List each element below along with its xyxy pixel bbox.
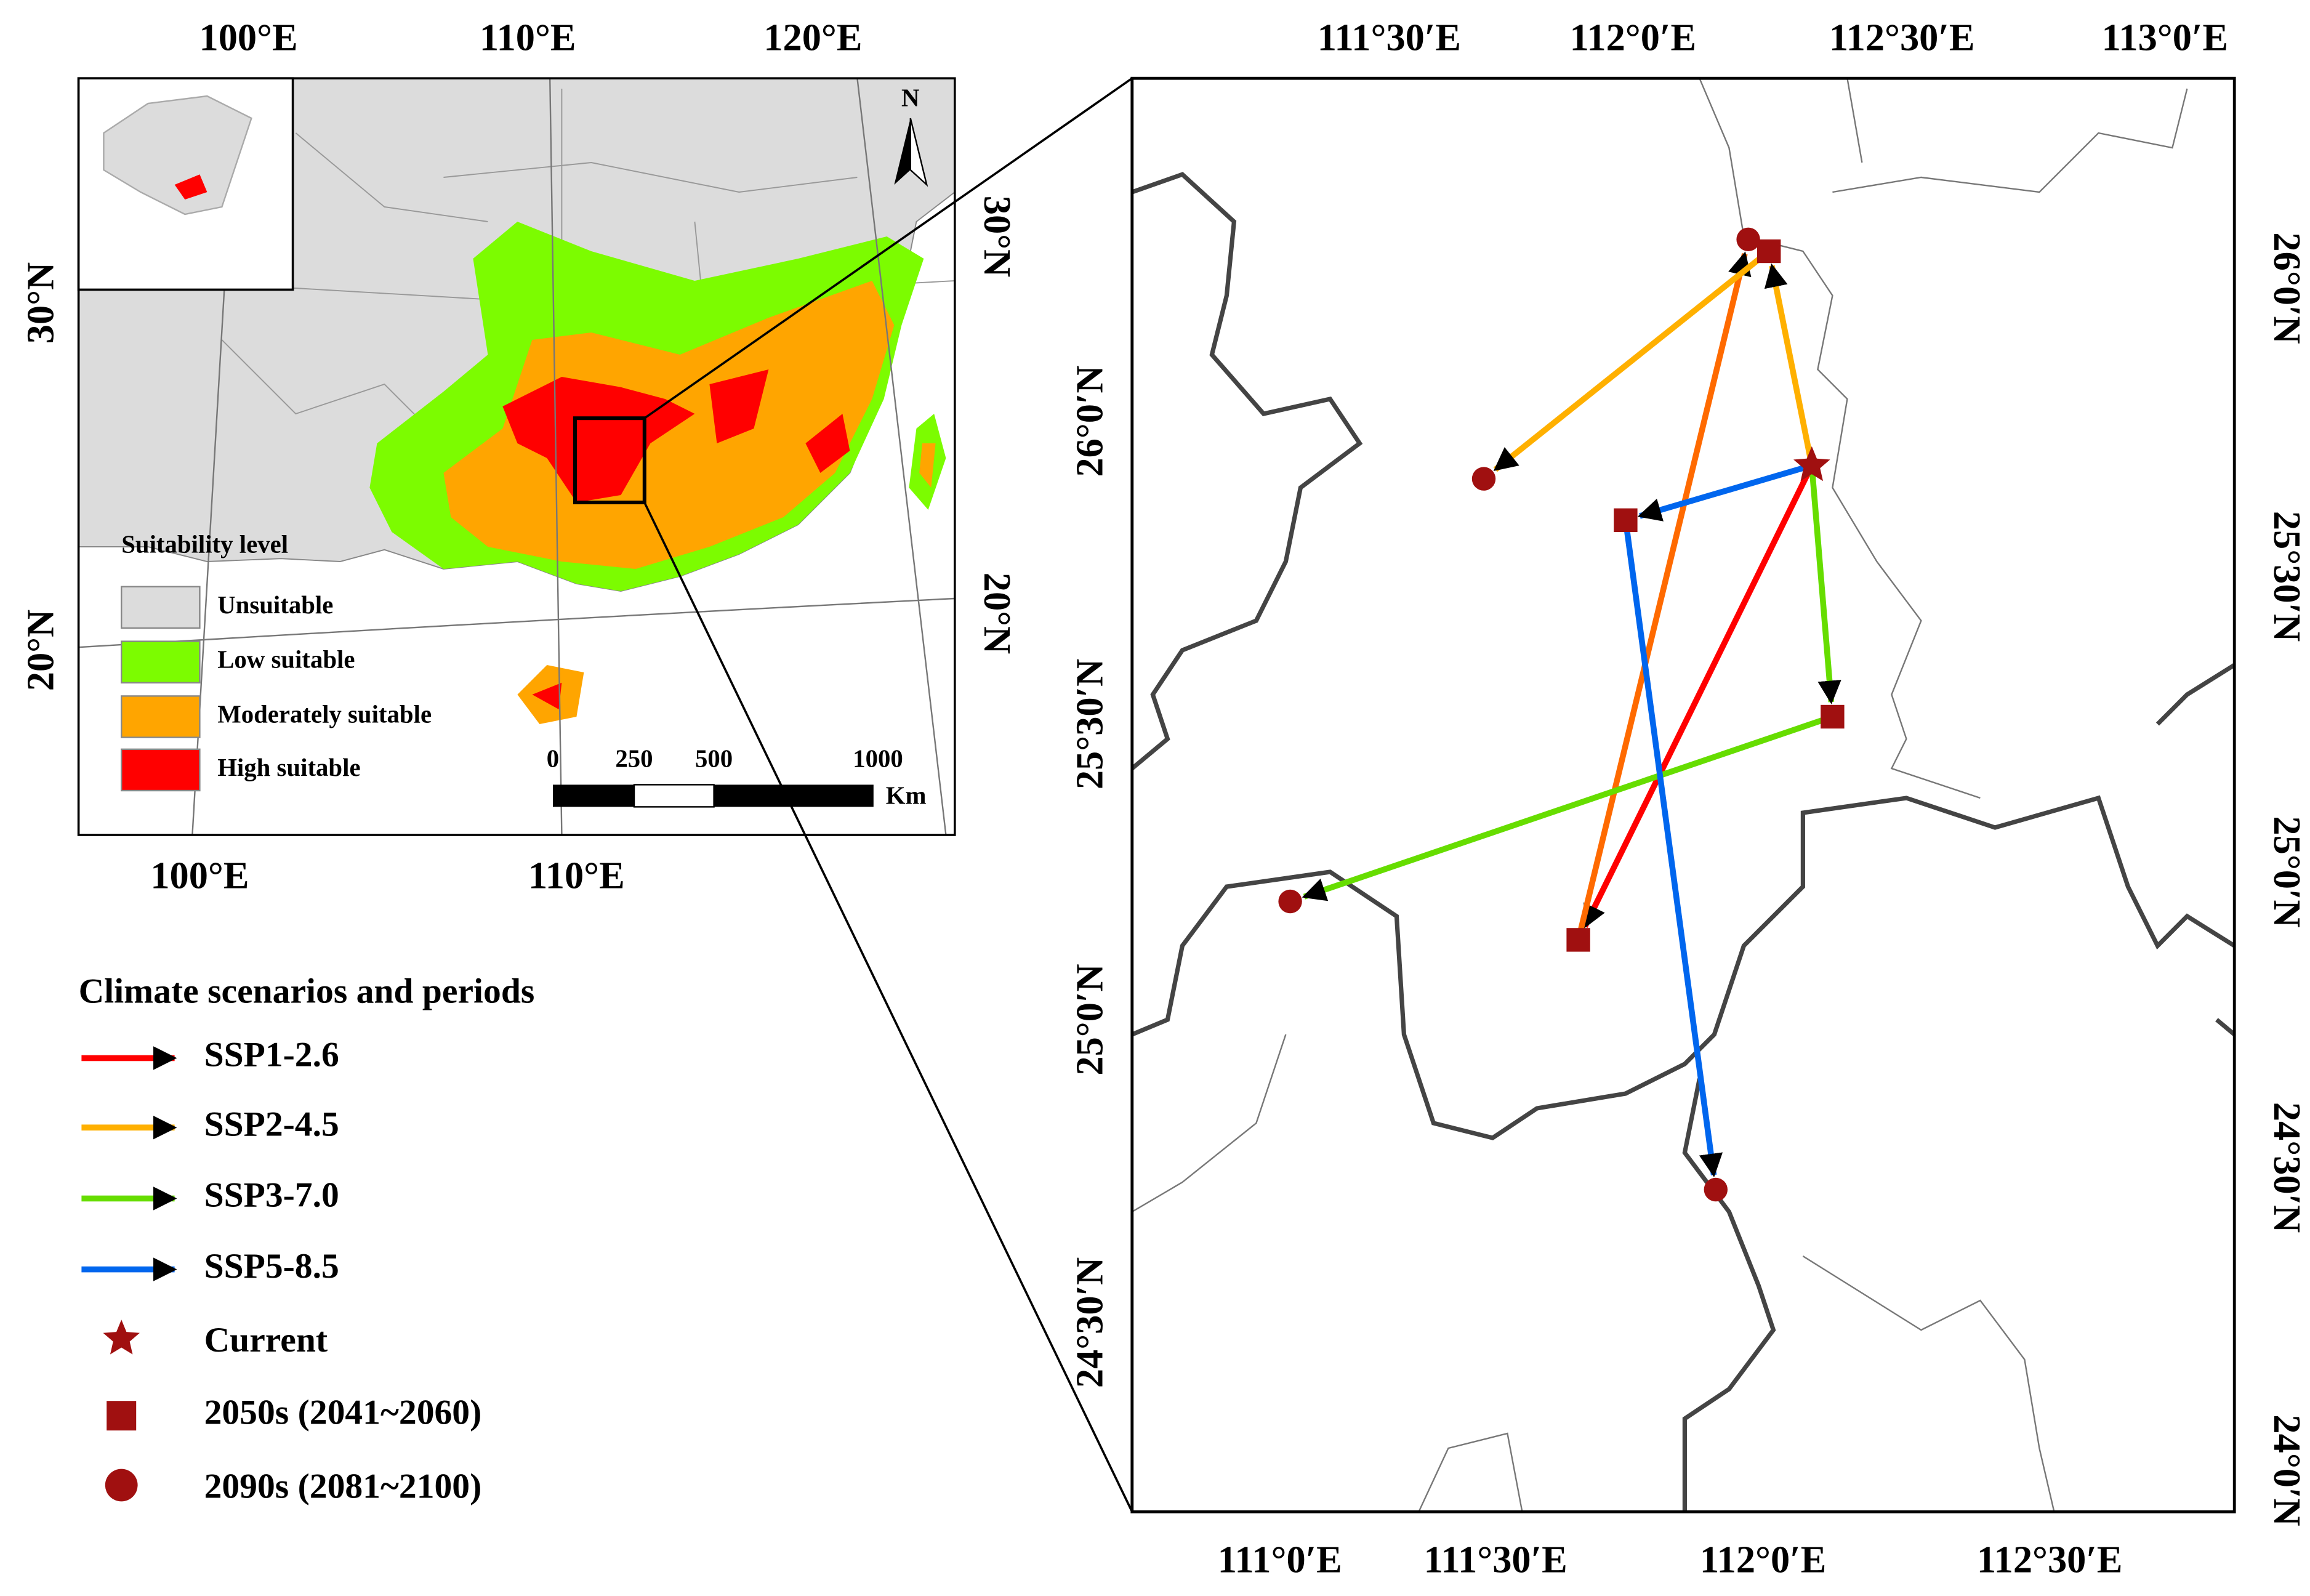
route — [1582, 464, 1815, 929]
route — [1809, 465, 1841, 704]
label: 500 — [695, 744, 733, 772]
square-2050s — [1821, 704, 1845, 729]
route — [1575, 251, 1752, 941]
detail-frame — [1130, 76, 2236, 1513]
label: 25°30′N — [1069, 659, 1111, 789]
label: 2090s (2081~2100) — [204, 1467, 482, 1505]
scale-bar — [714, 784, 874, 807]
route — [1493, 249, 1771, 472]
label: 112°30′E — [1977, 1539, 2123, 1581]
label: 110°E — [480, 17, 576, 59]
label: 25°0′N — [1069, 964, 1111, 1075]
label: 110°E — [528, 854, 625, 897]
label: 24°0′N — [2266, 1414, 2308, 1526]
inset-map — [103, 95, 252, 216]
label: 112°0′E — [1570, 17, 1696, 59]
label: 2050s (2041~2060) — [204, 1393, 482, 1432]
legend-square — [107, 1401, 137, 1431]
label: 111°30′E — [1424, 1539, 1567, 1581]
label: N — [901, 84, 919, 112]
label: SSP3-7.0 — [204, 1176, 339, 1215]
square-2050s — [1566, 928, 1590, 952]
label: 111°30′E — [1318, 17, 1461, 59]
circle-2090s — [1471, 467, 1496, 491]
label: 112°0′E — [1700, 1539, 1826, 1581]
label: 250 — [615, 744, 653, 772]
legend-swatch — [120, 586, 201, 629]
label: 24°30′N — [2266, 1102, 2308, 1233]
route — [1302, 714, 1833, 901]
label: 100°E — [199, 17, 298, 59]
scale-bar — [633, 784, 715, 808]
label: SSP5-8.5 — [204, 1247, 339, 1286]
legend-circle — [105, 1469, 138, 1502]
label: 20°N — [20, 610, 62, 691]
route — [1637, 462, 1813, 522]
overview-frame — [77, 77, 956, 836]
scale-bar — [553, 784, 634, 807]
label: High suitable — [217, 754, 360, 781]
label: 100°E — [150, 854, 249, 897]
label: SSP1-2.6 — [204, 1036, 339, 1074]
label: Current — [204, 1321, 328, 1360]
label: 112°30′E — [1829, 17, 1975, 59]
circle-2090s — [1704, 1177, 1728, 1202]
legend-swatch — [120, 748, 201, 792]
legend-swatch — [120, 640, 201, 683]
label: 113°0′E — [2102, 17, 2228, 59]
label: 20°N — [976, 573, 1018, 654]
label: 120°E — [763, 17, 862, 59]
label: 24°30′N — [1069, 1257, 1111, 1388]
label: SSP2-4.5 — [204, 1105, 339, 1143]
detail-map — [1132, 78, 2235, 1512]
label: 25°0′N — [2266, 816, 2308, 927]
label: Low suitable — [217, 646, 355, 674]
circle-2090s — [1278, 889, 1302, 914]
circle-2090s — [1736, 227, 1760, 251]
current-star — [1793, 446, 1830, 482]
label: 26°0′N — [2266, 232, 2308, 344]
label: Unsuitable — [217, 591, 333, 619]
label: 25°30′N — [2266, 511, 2308, 642]
label: Km — [886, 781, 927, 809]
route — [1764, 263, 1815, 466]
inset-highlight — [174, 174, 207, 200]
route — [1622, 520, 1723, 1178]
zoom-line — [643, 502, 1133, 1512]
square-2050s — [1614, 508, 1638, 532]
label: 0 — [547, 744, 559, 772]
label: 30°N — [976, 196, 1018, 277]
label: 26°0′N — [1069, 365, 1111, 477]
label: 30°N — [20, 262, 62, 344]
square-2050s — [1757, 239, 1781, 264]
migration-routes — [1302, 249, 1841, 1178]
label: 1000 — [853, 744, 903, 772]
legend-star — [103, 1320, 140, 1355]
label: 111°0′E — [1218, 1539, 1342, 1581]
label: Suitability level — [121, 530, 288, 558]
label: Moderately suitable — [217, 700, 432, 728]
overview-map — [78, 78, 955, 835]
legend-swatch — [120, 695, 201, 738]
label: Climate scenarios and periods — [79, 972, 535, 1010]
zoom-line — [643, 77, 1133, 419]
